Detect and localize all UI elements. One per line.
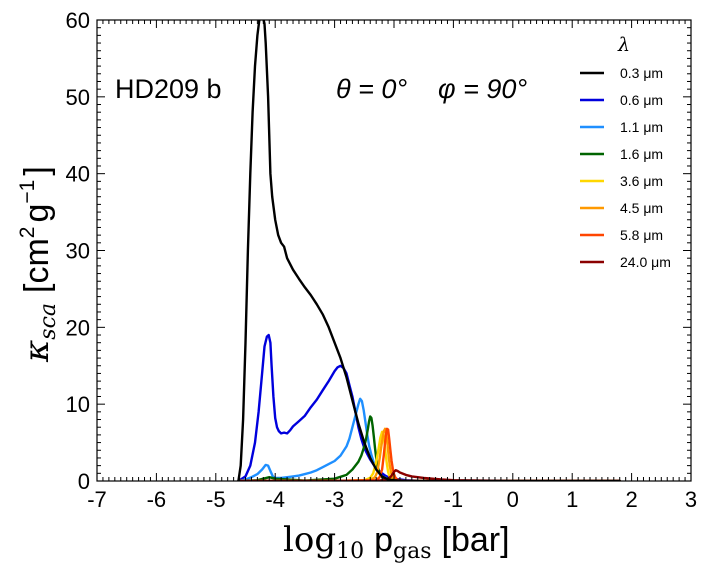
legend-label: 4.5 μm xyxy=(620,200,663,216)
x-tick-label: -5 xyxy=(206,487,226,512)
y-axis-label-unit-open: [cm xyxy=(18,238,56,293)
x-tick-label: -3 xyxy=(325,487,345,512)
x-axis-label-p: p xyxy=(374,521,393,559)
x-axis-label-log: log xyxy=(283,520,336,560)
y-axis-label-sub: sca xyxy=(36,303,61,340)
plot-background xyxy=(97,20,691,481)
y-tick-label: 40 xyxy=(66,162,90,187)
x-axis-label-sub: 10 xyxy=(336,539,364,564)
x-tick-label: 3 xyxy=(685,487,697,512)
x-tick-label: 2 xyxy=(625,487,637,512)
x-axis-label-unit: [bar] xyxy=(442,521,510,559)
x-tick-label: 0 xyxy=(507,487,519,512)
legend-label: 24.0 μm xyxy=(620,254,671,270)
plot-frame xyxy=(96,19,692,482)
legend-label: 1.6 μm xyxy=(620,146,663,162)
x-axis-label: log10 pgas [bar] xyxy=(283,520,510,564)
y-axis-label: κsca [cm2 g−1] xyxy=(16,166,61,363)
y-tick-labels: 0 10 20 30 40 50 60 xyxy=(66,8,90,494)
y-tick-label: 60 xyxy=(66,8,90,33)
x-tick-label: -6 xyxy=(147,487,167,512)
y-axis-label-kappa: κ xyxy=(17,340,57,363)
legend-label: 0.6 μm xyxy=(620,92,663,108)
x-tick-label: -2 xyxy=(384,487,404,512)
y-tick-label: 20 xyxy=(66,315,90,340)
legend-label: 5.8 μm xyxy=(620,227,663,243)
legend-label: 1.1 μm xyxy=(620,119,663,135)
y-axis-label-supm1: −1 xyxy=(16,180,39,204)
y-axis-label-sup2: 2 xyxy=(16,227,39,239)
x-tick-label: -1 xyxy=(444,487,464,512)
y-tick-label: 50 xyxy=(66,85,90,110)
y-tick-label: 10 xyxy=(66,392,90,417)
phi-annotation: φ = 90° xyxy=(438,74,527,104)
legend-label: 0.3 μm xyxy=(620,65,663,81)
y-axis-label-g: g xyxy=(18,204,56,223)
legend-label: 3.6 μm xyxy=(620,173,663,189)
x-tick-labels: -7 -6 -5 -4 -3 -2 -1 0 1 2 3 xyxy=(87,487,697,512)
x-tick-label: -4 xyxy=(265,487,285,512)
series-line-0.3-um xyxy=(237,20,621,481)
planet-annotation: HD209 b xyxy=(115,74,222,104)
legend-title: λ xyxy=(617,34,630,56)
y-axis-label-close: ] xyxy=(18,166,56,175)
legend: 0.3 μm 0.6 μm 1.1 μm 1.6 μm 3.6 μm 4.5 μm 5.8 … xyxy=(580,65,671,270)
x-tick-label: 1 xyxy=(566,487,578,512)
y-tick-label: 30 xyxy=(66,239,90,264)
x-tick-label: -7 xyxy=(87,487,107,512)
y-tick-label: 0 xyxy=(78,469,90,494)
theta-annotation: θ = 0° xyxy=(336,74,407,104)
x-axis-label-gas: gas xyxy=(393,539,432,564)
